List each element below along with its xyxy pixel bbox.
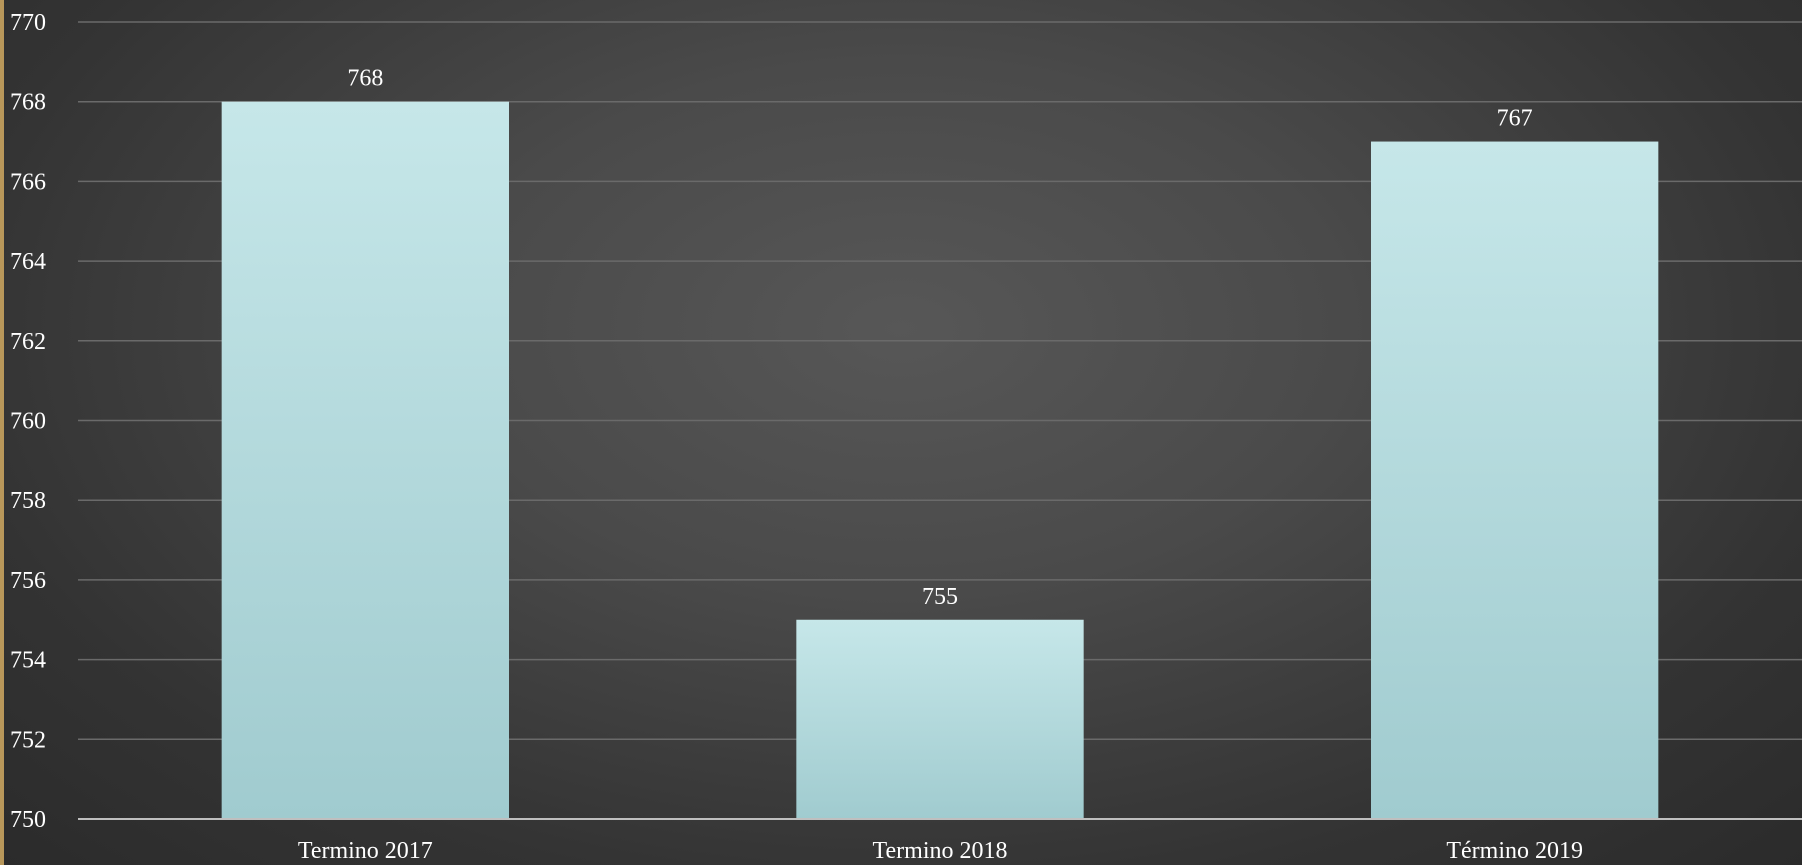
x-category-label: Término 2019 [1446, 838, 1583, 864]
y-tick-label: 750 [10, 807, 46, 833]
bars [221, 101, 1659, 820]
y-tick-label: 756 [10, 568, 46, 594]
y-tick-label: 766 [10, 169, 46, 195]
data-label: 768 [347, 66, 383, 92]
y-tick-label: 770 [10, 10, 46, 36]
y-tick-label: 768 [10, 90, 46, 116]
x-category-label: Termino 2018 [873, 838, 1008, 864]
y-tick-label: 752 [10, 727, 46, 753]
x-category-label: Termino 2017 [298, 838, 433, 864]
y-tick-label: 762 [10, 329, 46, 355]
x-axis: Termino 2017 Termino 2018 Término 2019 [78, 818, 1802, 864]
data-label: 767 [1497, 106, 1533, 132]
y-axis: 750 752 754 756 758 760 762 764 766 768 770 [10, 10, 46, 833]
data-labels: 768 755 767 [347, 66, 1532, 610]
y-tick-label: 764 [10, 249, 46, 275]
bar [796, 619, 1084, 819]
y-tick-label: 760 [10, 409, 46, 435]
y-tick-label: 758 [10, 488, 46, 514]
left-accent-border [0, 0, 4, 865]
bar [221, 101, 509, 819]
bar [1371, 141, 1659, 820]
data-label: 755 [922, 584, 958, 610]
y-tick-label: 754 [10, 648, 46, 674]
